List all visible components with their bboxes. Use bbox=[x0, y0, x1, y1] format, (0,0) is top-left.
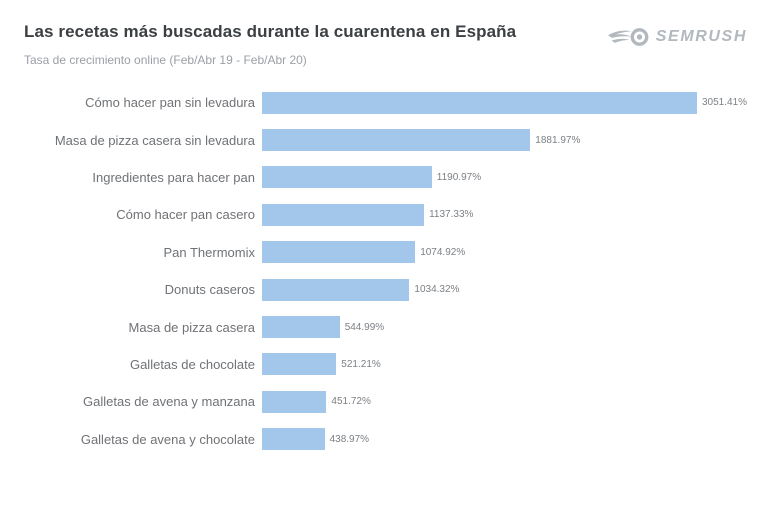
bar bbox=[262, 91, 697, 114]
bar-value: 1034.32% bbox=[414, 284, 460, 296]
bar-label: Cómo hacer pan casero bbox=[116, 207, 255, 223]
bar-value: 1137.33% bbox=[429, 209, 474, 221]
bar-label: Masa de pizza casera bbox=[128, 319, 255, 335]
chart-row: Masa de pizza casera sin levadura 1881.97… bbox=[0, 121, 768, 158]
chart-row: Pan Thermomix 1074.92% bbox=[0, 234, 768, 271]
bar-value: 3051.41% bbox=[702, 97, 748, 109]
bar bbox=[262, 203, 425, 226]
bar-chart: Cómo hacer pan sin levadura 3051.41% Masa … bbox=[0, 84, 768, 458]
bar bbox=[262, 278, 410, 301]
semrush-logo-text: SEMRUSH bbox=[655, 28, 747, 45]
bar-label: Pan Thermomix bbox=[163, 244, 255, 260]
bar-label: Galletas de avena y chocolate bbox=[80, 431, 255, 447]
chart-header: Las recetas más buscadas durante la cuar… bbox=[0, 0, 768, 67]
bar-label: Cómo hacer pan sin levadura bbox=[85, 95, 255, 111]
bar bbox=[262, 241, 416, 264]
bar-value: 438.97% bbox=[329, 433, 370, 445]
bar-label: Galletas de avena y manzana bbox=[83, 394, 255, 410]
bar bbox=[262, 316, 340, 339]
chart-row: Galletas de chocolate 521.21% bbox=[0, 346, 768, 383]
chart-row: Ingredientes para hacer pan 1190.97% bbox=[0, 159, 768, 196]
chart-row: Cómo hacer pan casero 1137.33% bbox=[0, 196, 768, 233]
chart-row: Galletas de avena y manzana 451.72% bbox=[0, 383, 768, 420]
bar bbox=[262, 390, 327, 413]
chart-row: Donuts caseros 1034.32% bbox=[0, 271, 768, 308]
bar-value: 1190.97% bbox=[436, 171, 482, 183]
page-subtitle: Tasa de crecimiento online (Feb/Abr 19 -… bbox=[24, 53, 307, 67]
semrush-logo: SEMRUSH bbox=[607, 24, 747, 50]
chart-row: Cómo hacer pan sin levadura 3051.41% bbox=[0, 84, 768, 121]
bar bbox=[262, 353, 337, 376]
bar-value: 521.21% bbox=[341, 358, 381, 370]
bar-label: Ingredientes para hacer pan bbox=[92, 169, 255, 185]
bar-label: Galletas de chocolate bbox=[129, 356, 255, 372]
bar bbox=[262, 428, 325, 451]
bar-value: 451.72% bbox=[331, 396, 371, 408]
semrush-comet-icon bbox=[607, 28, 649, 46]
bar-value: 1074.92% bbox=[420, 246, 466, 258]
bar bbox=[262, 129, 531, 152]
page-title: Las recetas más buscadas durante la cuar… bbox=[24, 22, 517, 41]
chart-row: Galletas de avena y chocolate 438.97% bbox=[0, 421, 768, 458]
bar-label: Masa de pizza casera sin levadura bbox=[54, 132, 255, 148]
bar bbox=[262, 166, 432, 189]
chart-row: Masa de pizza casera 544.99% bbox=[0, 308, 768, 345]
bar-label: Donuts caseros bbox=[164, 282, 255, 298]
bar-value: 544.99% bbox=[344, 321, 385, 333]
bar-value: 1881.97% bbox=[535, 134, 581, 146]
